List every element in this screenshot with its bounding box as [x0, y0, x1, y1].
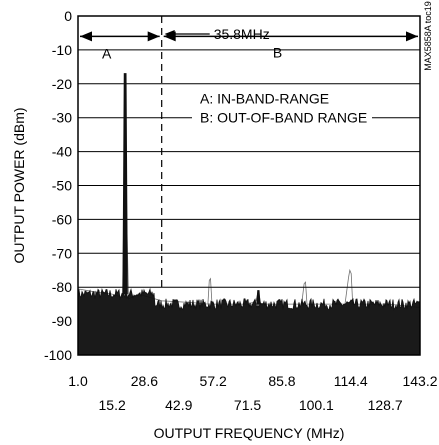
legend-background: [192, 93, 372, 134]
legend-entry: B: OUT-OF-BAND RANGE: [200, 109, 367, 125]
x-tick-label: 128.7: [368, 397, 403, 413]
boundary-label: 35.8MHz: [214, 26, 270, 42]
range-arrowhead-right: [406, 31, 418, 42]
x-tick-labels: 1.0 28.6 57.2 85.8 114.4 143.2 15.2 42.9 71.5 100…: [68, 373, 437, 413]
y-tick-labels: 0 -10 -20 -30 -40 -50 -60 -70 -80 -90 -100: [44, 8, 72, 363]
plot-frame: [77, 15, 421, 356]
range-label-b: B: [273, 44, 282, 60]
range-legend: A: IN-BAND-RANGE B: OUT-OF-BAND RANGE: [192, 90, 372, 134]
x-tick-label: 15.2: [99, 397, 126, 413]
range-arrowhead-right: [147, 31, 160, 42]
legend-entry: A: IN-BAND-RANGE: [200, 90, 329, 106]
x-tick-label: 42.9: [165, 397, 192, 413]
figure-code: MAX5858A toc19: [423, 1, 433, 71]
series-line: [77, 73, 421, 308]
y-tick-label: -60: [52, 211, 72, 227]
x-tick-label: 1.0: [68, 373, 88, 389]
x-tick-label: 85.8: [268, 373, 295, 389]
x-tick-label: 57.2: [200, 373, 227, 389]
range-label-a: A: [102, 46, 112, 62]
y-tick-label: -10: [52, 42, 72, 58]
x-axis-title: OUTPUT FREQUENCY (MHz): [154, 425, 345, 441]
range-arrowhead-left: [80, 31, 92, 42]
y-tick-label: -90: [52, 313, 72, 329]
y-tick-label: -40: [52, 144, 72, 160]
x-tick-label: 71.5: [234, 397, 261, 413]
y-tick-label: -20: [52, 76, 72, 92]
x-tick-label: 28.6: [131, 373, 158, 389]
y-tick-label: 0: [64, 8, 72, 24]
range-arrowhead-left: [163, 31, 176, 42]
x-tick-label: 114.4: [334, 373, 368, 389]
y-tick-label: -30: [52, 110, 72, 126]
spectrum-series: [77, 73, 421, 308]
y-tick-label: -100: [44, 347, 72, 363]
x-tick-label: 143.2: [402, 373, 437, 389]
y-tick-label: -70: [52, 245, 72, 261]
spectral-peak: [122, 73, 128, 295]
y-axis-title: OUTPUT POWER (dBm): [11, 107, 27, 263]
x-tick-label: 100.1: [299, 397, 334, 413]
y-tick-label: -80: [52, 279, 72, 295]
y-tick-label: -50: [52, 178, 72, 194]
